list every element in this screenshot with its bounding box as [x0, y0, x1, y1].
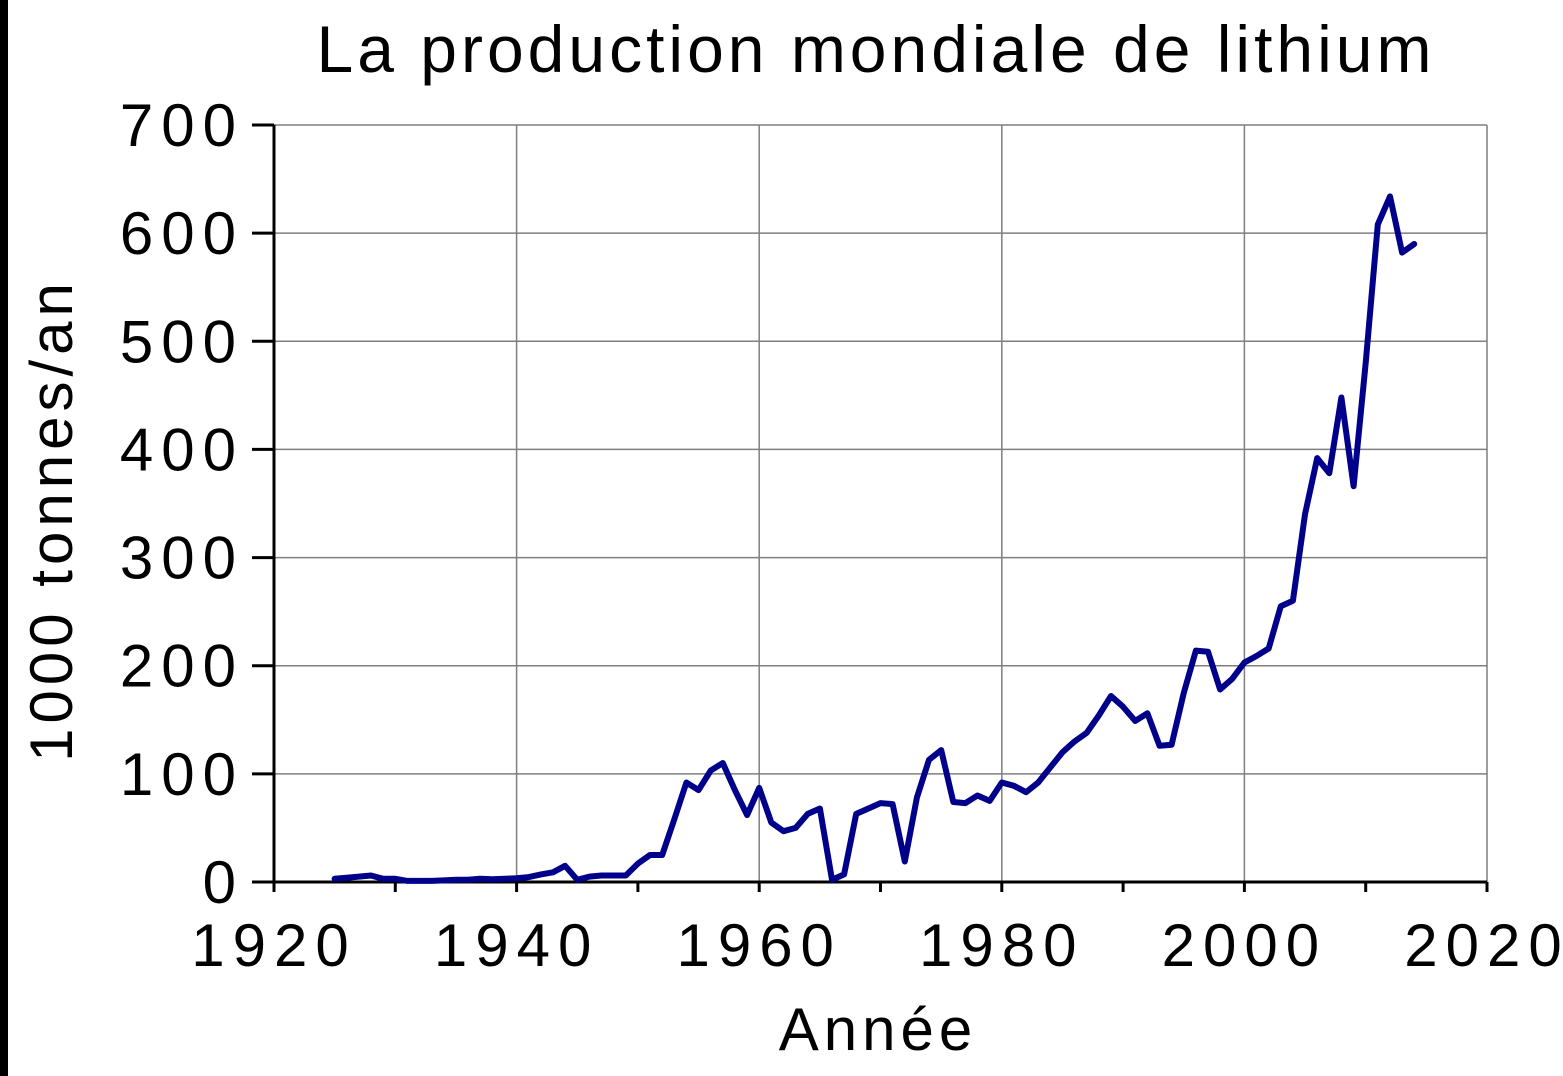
y-tick-label: 700 — [120, 92, 244, 159]
grid — [274, 124, 1488, 882]
y-tick-label: 300 — [120, 525, 244, 592]
y-tick-labels: 0 100 200 300 400 500 600 700 — [120, 92, 244, 916]
axes — [252, 123, 1489, 892]
x-tick-label: 1960 — [676, 912, 841, 979]
series-line — [331, 193, 1418, 884]
y-tick-label: 0 — [203, 849, 244, 916]
chart-title: La production mondiale de lithium — [317, 12, 1436, 86]
y-tick-label: 200 — [120, 633, 244, 700]
y-tick-label: 400 — [120, 416, 244, 483]
x-tick-label: 1940 — [434, 912, 599, 979]
left-edge-bar — [0, 0, 8, 1076]
y-tick-label: 600 — [120, 200, 244, 267]
x-tick-label: 2000 — [1162, 912, 1327, 979]
x-tick-labels: 1920 1940 1960 1980 2000 2020 — [191, 912, 1563, 979]
y-tick-label: 500 — [120, 308, 244, 375]
x-tick-label: 1920 — [191, 912, 356, 979]
x-tick-label: 2020 — [1404, 912, 1563, 979]
y-tick-label: 100 — [120, 741, 244, 808]
y-axis-label: 1000 tonnes/an — [18, 278, 85, 762]
x-tick-label: 1980 — [919, 912, 1084, 979]
x-axis-label: Année — [779, 996, 978, 1063]
